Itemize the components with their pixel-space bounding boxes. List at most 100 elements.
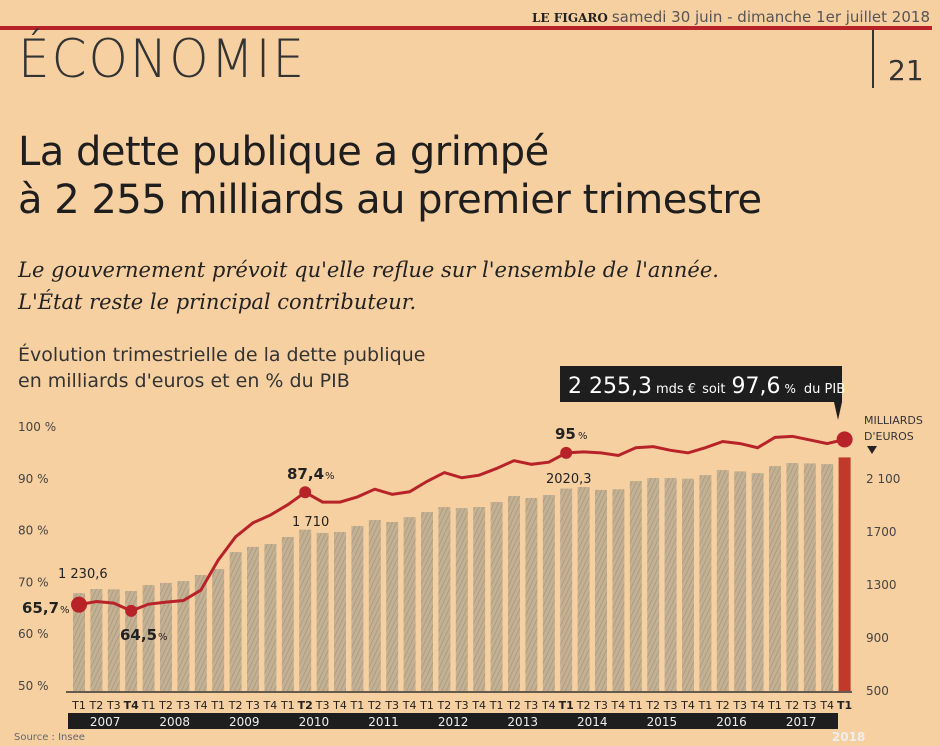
left-axis-tick: 60 % xyxy=(18,627,49,641)
quarter-label: T1 xyxy=(837,699,852,712)
year-label: 2015 xyxy=(647,715,678,729)
issue-date: samedi 30 juin - dimanche 1er juillet 20… xyxy=(611,8,930,26)
right-axis-tick: 1700 xyxy=(866,525,897,539)
quarter-label: T4 xyxy=(263,699,278,712)
callout-value: 2 255,3 mds € soit 97,6% du PIB xyxy=(568,374,845,399)
debt-bar xyxy=(560,488,573,691)
header-rule xyxy=(0,26,932,30)
year-label: 2008 xyxy=(159,715,190,729)
debt-bar xyxy=(177,581,190,691)
quarter-label: T4 xyxy=(193,699,208,712)
headline: La dette publique a grimpé à 2 255 milli… xyxy=(18,128,762,224)
newspaper-name: LE FIGARO xyxy=(531,11,608,25)
year-band xyxy=(68,713,838,729)
debt-bar xyxy=(682,478,694,691)
debt-bar xyxy=(281,536,294,691)
right-axis-label-1: MILLIARDS xyxy=(864,414,923,427)
quarter-label: T3 xyxy=(802,699,817,712)
headline-line-1: La dette publique a grimpé xyxy=(18,129,549,175)
quarter-label: T2 xyxy=(367,699,382,712)
line-marker xyxy=(125,604,138,617)
line-marker xyxy=(71,596,87,613)
caption-line-1: Évolution trimestrielle de la dette publ… xyxy=(18,344,426,366)
debt-bar xyxy=(490,501,503,691)
debt-bar xyxy=(299,529,312,691)
quarter-label: T3 xyxy=(315,699,330,712)
pct-sign: % xyxy=(158,632,168,643)
quarter-label: T3 xyxy=(106,699,121,712)
debt-bar xyxy=(142,585,155,691)
left-axis-tick: 80 % xyxy=(18,524,49,538)
quarter-label: T4 xyxy=(611,699,626,712)
bars xyxy=(73,457,851,691)
quarter-label: T1 xyxy=(350,699,365,712)
year-label: 2007 xyxy=(90,715,121,729)
quarter-label: T4 xyxy=(750,699,765,712)
caption-line-2: en milliards d'euros et en % du PIB xyxy=(18,370,350,392)
debt-bar xyxy=(525,498,538,691)
quarter-label: T2 xyxy=(576,699,591,712)
right-axis-tick: 2 100 xyxy=(866,472,900,486)
year-label: 2017 xyxy=(786,715,817,729)
debt-bar xyxy=(577,487,590,691)
callout-box: 2 255,3 mds € soit 97,6% du PIB xyxy=(560,366,845,420)
subtitle-line-2: L'État reste le principal contributeur. xyxy=(18,290,417,314)
year-label: 2010 xyxy=(299,715,330,729)
quarter-label: T1 xyxy=(280,699,295,712)
source-note: Source : Insee xyxy=(14,732,85,743)
debt-bar xyxy=(647,478,660,691)
page-number: 21 xyxy=(888,54,924,87)
debt-bar xyxy=(351,525,364,691)
debt-bar xyxy=(716,470,729,691)
quarter-label: T2 xyxy=(506,699,521,712)
year-labels: 2007 2008 2009 2010 2011 2012 2013 2014 2015 2016… xyxy=(68,713,865,744)
quarter-label: T4 xyxy=(471,699,486,712)
left-axis-tick: 90 % xyxy=(18,472,49,486)
quarter-label: T4 xyxy=(541,699,556,712)
debt-bar xyxy=(769,466,781,691)
quarter-label: T1 xyxy=(210,699,225,712)
pct-sign: % xyxy=(60,605,70,616)
quarter-label: T1 xyxy=(628,699,643,712)
year-label: 2012 xyxy=(438,715,469,729)
debt-bar xyxy=(734,471,747,691)
left-axis-tick: 100 % xyxy=(18,420,56,434)
year-label: 2014 xyxy=(577,715,608,729)
line-marker xyxy=(836,431,853,448)
quarter-label: T2 xyxy=(158,699,173,712)
debt-bar xyxy=(664,478,677,691)
left-axis-tick: 50 % xyxy=(18,679,49,693)
quarter-label: T1 xyxy=(767,699,782,712)
annotation-start-value: 1 230,6 xyxy=(58,567,108,582)
debt-bar xyxy=(264,543,277,691)
quarter-label: T1 xyxy=(698,699,713,712)
debt-bar xyxy=(73,593,85,691)
debt-bar xyxy=(107,589,120,691)
annotation-start-pct: 65,7 xyxy=(22,599,59,617)
quarter-label: T2 xyxy=(89,699,104,712)
pct-line xyxy=(78,434,845,613)
quarter-label: T3 xyxy=(663,699,678,712)
subtitle-line-1: Le gouvernement prévoit qu'elle reflue s… xyxy=(18,258,719,282)
debt-bar xyxy=(595,489,607,691)
debt-bar xyxy=(334,531,346,691)
debt-bar xyxy=(821,464,834,691)
debt-bar xyxy=(212,569,225,691)
right-axis-label-2: D'EUROS xyxy=(864,430,914,443)
debt-bar xyxy=(612,489,625,691)
quarter-labels: T1 T2 T3 T4 T1 T2 T3 T4 T1 T2 T3 T4 T1 T2 T3 T4 T1 T2 T3 T4… xyxy=(71,699,852,712)
debt-bar xyxy=(699,475,712,691)
left-axis: 100 % 90 % 80 % 70 % 60 % 50 % xyxy=(18,420,56,693)
debt-bar xyxy=(421,512,433,691)
annotation-low-pct: 64,5 xyxy=(120,626,157,644)
annotation-2014-value: 2020,3 xyxy=(546,472,592,487)
quarter-label: T3 xyxy=(524,699,539,712)
quarter-label: T1 xyxy=(419,699,434,712)
quarter-label: T3 xyxy=(176,699,191,712)
debt-bar xyxy=(247,546,259,691)
debt-bar xyxy=(438,507,451,691)
page-divider xyxy=(872,30,874,88)
debt-bar xyxy=(90,589,103,691)
year-label: 2018 xyxy=(832,730,865,744)
subtitle: Le gouvernement prévoit qu'elle reflue s… xyxy=(18,254,719,318)
